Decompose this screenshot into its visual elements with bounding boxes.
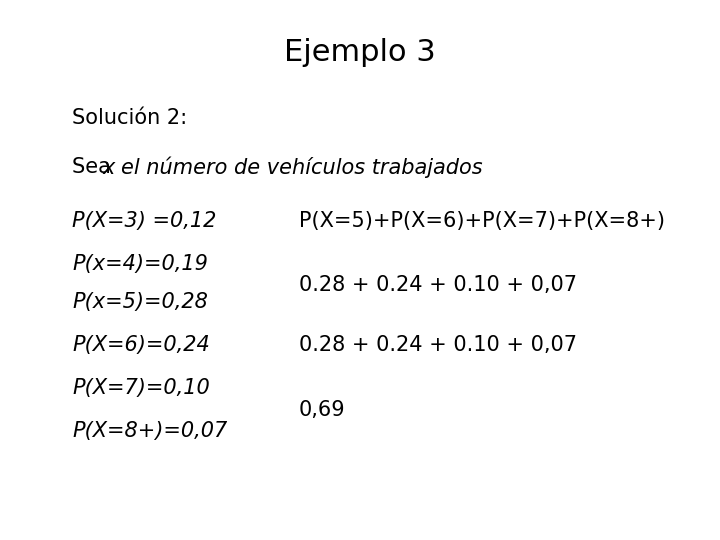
Text: P(X=7)=0,10: P(X=7)=0,10 <box>72 378 210 398</box>
Text: Solución 2:: Solución 2: <box>72 108 187 128</box>
Text: P(X=5)+P(X=6)+P(X=7)+P(X=8+): P(X=5)+P(X=6)+P(X=7)+P(X=8+) <box>299 211 665 231</box>
Text: P(x=5)=0,28: P(x=5)=0,28 <box>72 292 208 312</box>
Text: P(X=6)=0,24: P(X=6)=0,24 <box>72 335 210 355</box>
Text: x el número de vehículos trabajados: x el número de vehículos trabajados <box>102 157 483 178</box>
Text: 0.28 + 0.24 + 0.10 + 0,07: 0.28 + 0.24 + 0.10 + 0,07 <box>299 275 577 295</box>
Text: 0.28 + 0.24 + 0.10 + 0,07: 0.28 + 0.24 + 0.10 + 0,07 <box>299 335 577 355</box>
Text: P(x=4)=0,19: P(x=4)=0,19 <box>72 254 208 274</box>
Text: Sea: Sea <box>72 157 117 177</box>
Text: P(X=3) =0,12: P(X=3) =0,12 <box>72 211 217 231</box>
Text: Ejemplo 3: Ejemplo 3 <box>284 38 436 67</box>
Text: P(X=8+)=0,07: P(X=8+)=0,07 <box>72 421 228 441</box>
Text: 0,69: 0,69 <box>299 400 346 420</box>
